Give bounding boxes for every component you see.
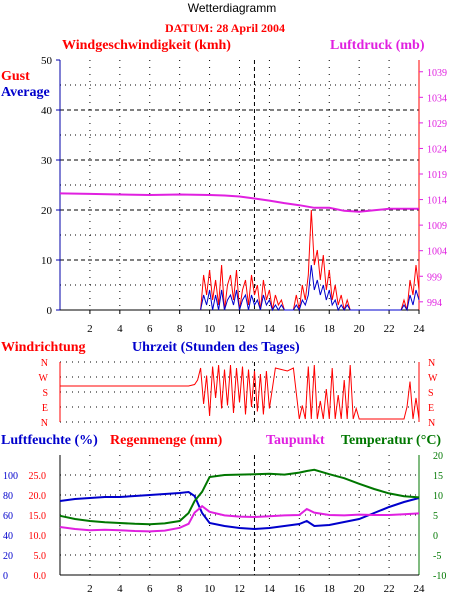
wind-direction-line [60, 364, 420, 420]
date-label: DATUM: 28 April 2004 [165, 21, 285, 35]
gust-line [200, 209, 420, 311]
rain-tick-label: 25.0 [29, 471, 47, 482]
humidity-line [59, 490, 420, 531]
average-line [200, 264, 420, 312]
temperature-tick-label: -5 [433, 551, 441, 562]
y2-tick-label: 1019 [427, 170, 447, 181]
wind-speed-title: Windgeschwindigkeit (kmh) [62, 38, 231, 53]
temperature-tick-label: 10 [433, 491, 443, 502]
y-tick-label: 10 [41, 255, 53, 267]
climate-x-tick-label: 24 [414, 583, 426, 595]
window-title: Wetterdiagramm [188, 1, 276, 15]
y2-tick-label: 1039 [427, 68, 447, 79]
x-tick-label: 14 [264, 323, 276, 335]
rain-title: Regenmenge (mm) [110, 433, 223, 448]
temperature-tick-label: 20 [433, 451, 443, 462]
climate-x-tick-label: 20 [354, 583, 366, 595]
climate-x-tick-label: 16 [294, 583, 306, 595]
climate-x-tick-label: 10 [204, 583, 216, 595]
temperature-title: Temperatur (°C) [341, 433, 441, 448]
wind-direction-title: Windrichtung [1, 340, 86, 355]
temperature-tick-label: -10 [433, 571, 446, 582]
x-tick-label: 18 [324, 323, 336, 335]
x-tick-label: 4 [117, 323, 123, 335]
winddir-right-label: N [428, 358, 435, 369]
climate-x-tick-label: 4 [117, 583, 123, 595]
legend-average: Average [1, 85, 50, 100]
y2-tick-label: 1024 [427, 144, 447, 155]
y2-tick-label: 999 [427, 272, 442, 283]
humidity-tick-label: 20 [3, 551, 13, 562]
winddir-left-label: N [41, 358, 48, 369]
climate-x-tick-label: 12 [234, 583, 245, 595]
rain-tick-label: 10.0 [29, 531, 47, 542]
plot-layer: 0102030405099499910041009101410191024102… [3, 55, 447, 595]
winddir-right-label: E [428, 403, 434, 414]
x-tick-label: 12 [234, 323, 245, 335]
y2-tick-label: 1029 [427, 119, 447, 130]
climate-x-tick-label: 14 [264, 583, 276, 595]
x-tick-label: 20 [354, 323, 366, 335]
climate-x-tick-label: 6 [147, 583, 153, 595]
x-tick-label: 24 [414, 323, 426, 335]
winddir-left-label: N [41, 418, 48, 429]
y2-tick-label: 1034 [427, 93, 447, 104]
y2-tick-label: 1009 [427, 221, 447, 232]
winddir-left-label: E [42, 403, 48, 414]
climate-x-tick-label: 8 [177, 583, 183, 595]
rain-tick-label: 5.0 [34, 551, 47, 562]
humidity-title: Luftfeuchte (%) [1, 433, 98, 448]
y-tick-label: 20 [41, 205, 53, 217]
x-tick-label: 16 [294, 323, 306, 335]
winddir-right-label: W [428, 373, 438, 384]
dewpoint-line [59, 504, 420, 533]
x-tick-label: 8 [177, 323, 183, 335]
rain-tick-label: 20.0 [29, 491, 47, 502]
y2-tick-label: 1014 [427, 196, 447, 207]
humidity-tick-label: 60 [3, 511, 13, 522]
humidity-tick-label: 40 [3, 531, 13, 542]
dewpoint-title: Taupunkt [266, 433, 325, 448]
legend-gust: Gust [1, 69, 30, 84]
temperature-tick-label: 5 [433, 511, 438, 522]
x-tick-label: 2 [87, 323, 93, 335]
climate-x-tick-label: 18 [324, 583, 336, 595]
y-tick-label: 30 [41, 155, 53, 167]
winddir-left-label: S [42, 388, 48, 399]
y-tick-label: 50 [41, 55, 53, 67]
climate-x-tick-label: 2 [87, 583, 93, 595]
temperature-line [59, 468, 420, 526]
pressure-title: Luftdruck (mb) [330, 38, 425, 53]
y2-tick-label: 994 [427, 298, 442, 309]
temperature-tick-label: 15 [433, 471, 443, 482]
x-tick-label: 6 [147, 323, 153, 335]
y-tick-label: 40 [41, 105, 53, 117]
time-axis-title: Uhrzeit (Stunden des Tages) [132, 340, 300, 355]
y2-tick-label: 1004 [427, 247, 447, 258]
pressure-line [59, 192, 419, 213]
rain-tick-label: 15.0 [29, 511, 47, 522]
winddir-right-label: N [428, 418, 435, 429]
humidity-tick-label: 0 [3, 571, 8, 582]
x-tick-label: 10 [204, 323, 216, 335]
x-tick-label: 22 [384, 323, 395, 335]
temperature-tick-label: 0 [433, 531, 438, 542]
rain-tick-label: 0.0 [34, 571, 47, 582]
climate-x-tick-label: 22 [384, 583, 395, 595]
winddir-left-label: W [39, 373, 49, 384]
winddir-right-label: S [428, 388, 434, 399]
humidity-tick-label: 100 [3, 471, 18, 482]
humidity-tick-label: 80 [3, 491, 13, 502]
y-tick-label: 0 [47, 305, 53, 317]
